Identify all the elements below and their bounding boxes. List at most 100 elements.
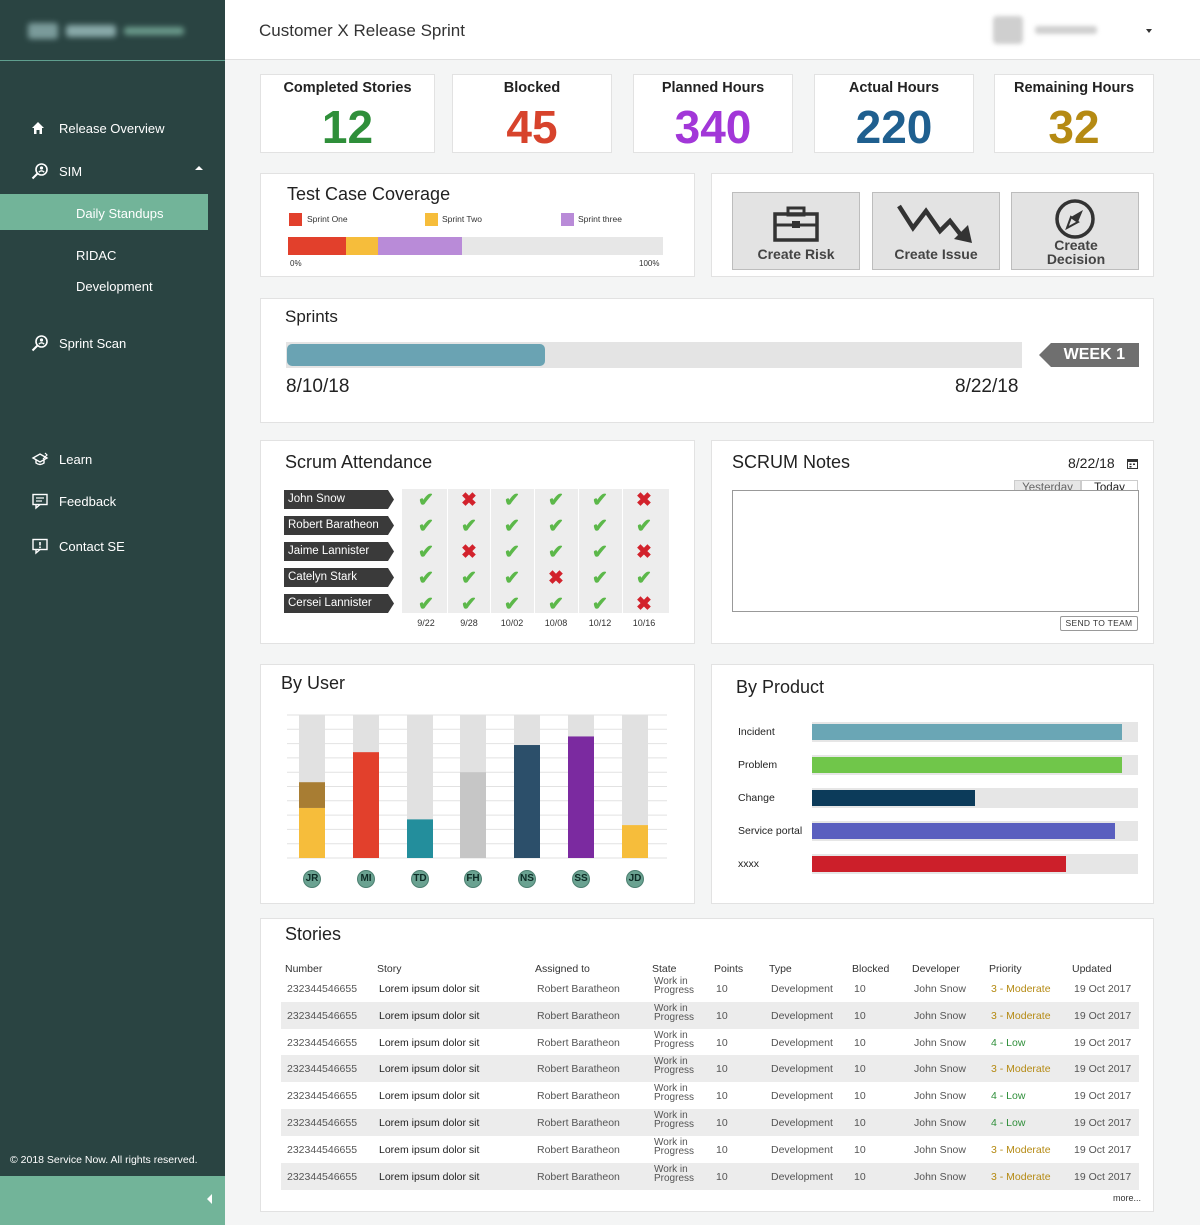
- column-header[interactable]: Number: [285, 963, 323, 975]
- sidebar-item-learn[interactable]: Learn: [0, 448, 225, 470]
- table-row[interactable]: 232344546655 Lorem ipsum dolor sit Robert …: [281, 1001, 1139, 1029]
- cell-line: Progress: [654, 985, 695, 996]
- table-cell: 232344546655: [287, 1036, 358, 1049]
- user-avatar[interactable]: JR: [303, 870, 321, 888]
- sprint-progress-fill: [287, 344, 545, 366]
- sidebar-item-label: SIM: [59, 163, 83, 179]
- sidebar-item-sim[interactable]: SIM: [0, 160, 225, 182]
- sidebar-subitem-daily-standups[interactable]: Daily Standups: [76, 206, 164, 221]
- product-bar-track: [812, 722, 1138, 742]
- column-header[interactable]: Updated: [1072, 963, 1112, 975]
- create-risk-button[interactable]: Create Risk: [732, 192, 860, 270]
- search-person-icon: [31, 335, 48, 352]
- table-cell: 19 Oct 2017: [1074, 1036, 1132, 1049]
- user-avatar[interactable]: [993, 16, 1023, 44]
- column-header[interactable]: Points: [714, 963, 744, 975]
- check-icon: ✔: [592, 515, 608, 537]
- product-label: Problem: [738, 759, 778, 771]
- table-row[interactable]: 232344546655 Lorem ipsum dolor sit Robert …: [281, 1029, 1139, 1056]
- user-avatar[interactable]: SS: [572, 870, 590, 888]
- sidebar-item-label: Contact SE: [59, 538, 125, 554]
- collapse-sidebar-icon[interactable]: [207, 1194, 212, 1204]
- copyright-text: © 2018 Service Now. All rights reserved.: [10, 1154, 198, 1166]
- by-user-chart: JR MI TD FH NS SS JD: [261, 665, 696, 905]
- button-label: Create Decision: [1046, 237, 1106, 267]
- table-row[interactable]: 232344546655 Lorem ipsum dolor sit Robert …: [281, 1055, 1139, 1083]
- table-cell: 232344546655: [287, 1143, 358, 1156]
- user-avatar[interactable]: JD: [626, 870, 644, 888]
- cross-icon: ✖: [636, 541, 652, 563]
- sidebar-item-feedback[interactable]: Feedback: [0, 490, 225, 512]
- column-header[interactable]: Blocked: [852, 963, 890, 975]
- chevron-up-icon[interactable]: [195, 166, 203, 170]
- table-cell: Robert Baratheon: [537, 983, 620, 995]
- attendance-date: 10/08: [544, 618, 568, 628]
- attendance-date: 10/16: [632, 618, 656, 628]
- chevron-down-icon[interactable]: [1146, 29, 1152, 33]
- trend-down-icon: [897, 204, 972, 243]
- notes-textarea[interactable]: [732, 490, 1139, 612]
- table-cell: Robert Baratheon: [537, 1170, 620, 1183]
- table-row[interactable]: 232344546655 Lorem ipsum dolor sit Robert …: [281, 1109, 1139, 1136]
- table-cell: Lorem ipsum dolor sit: [379, 1117, 480, 1129]
- table-row[interactable]: 232344546655 Lorem ipsum dolor sit Robert …: [281, 1162, 1139, 1190]
- column-header[interactable]: State: [652, 963, 677, 975]
- table-row[interactable]: 232344546655 Lorem ipsum dolor sit Robert …: [281, 1136, 1139, 1163]
- table-cell: John Snow: [914, 1117, 966, 1129]
- user-name[interactable]: [1035, 26, 1097, 34]
- kpi-card: Actual Hours 220: [814, 74, 974, 153]
- user-avatar[interactable]: FH: [464, 870, 482, 888]
- grid-divider: [490, 489, 491, 613]
- attendance-date: 9/22: [417, 618, 435, 628]
- table-cell: John Snow: [914, 1143, 966, 1156]
- grid-divider: [534, 489, 535, 613]
- table-cell: Lorem ipsum dolor sit: [379, 1009, 480, 1022]
- app-logo: [28, 20, 198, 42]
- sidebar-item-contact-se[interactable]: Contact SE: [0, 535, 225, 557]
- sidebar-subitem-ridac[interactable]: RIDAC: [76, 248, 117, 263]
- column-header[interactable]: Story: [377, 963, 402, 975]
- kpi-card: Planned Hours 340: [633, 74, 793, 153]
- sidebar-item-release-overview[interactable]: Release Overview: [0, 118, 225, 138]
- create-decision-button[interactable]: Create Decision: [1011, 192, 1139, 270]
- cell-line: Progress: [654, 1092, 695, 1104]
- cell-line: Work in: [654, 1056, 688, 1068]
- card-title: SCRUM Notes: [732, 452, 851, 472]
- calendar-icon[interactable]: [1127, 458, 1138, 469]
- table-cell: 10: [854, 1090, 866, 1103]
- cross-icon: ✖: [636, 489, 652, 511]
- table-row[interactable]: 232344546655 Lorem ipsum dolor sit Robert …: [281, 975, 1139, 1002]
- check-icon: ✔: [504, 515, 520, 537]
- table-cell: Robert Baratheon: [537, 1090, 620, 1103]
- briefcase-icon: [773, 206, 819, 242]
- table-row[interactable]: 232344546655 Lorem ipsum dolor sit Robert …: [281, 1082, 1139, 1109]
- cell-line: Progress: [654, 1011, 695, 1023]
- table-cell: 10: [854, 1143, 866, 1156]
- table-cell: John Snow: [914, 1170, 966, 1183]
- table-cell: Development: [771, 983, 833, 995]
- kpi-card: Completed Stories 12: [260, 74, 435, 153]
- sidebar-subitem-development[interactable]: Development: [76, 279, 153, 294]
- column-header[interactable]: Developer: [912, 963, 960, 975]
- axis-min-label: 0%: [290, 259, 302, 268]
- table-cell: Development: [771, 1090, 833, 1103]
- user-avatar[interactable]: TD: [411, 870, 429, 888]
- more-link[interactable]: more...: [1113, 1193, 1142, 1203]
- sidebar-item-sprint-scan[interactable]: Sprint Scan: [0, 332, 225, 354]
- table-cell: Work in Progress: [654, 977, 695, 996]
- kpi-label: Planned Hours: [661, 80, 765, 96]
- user-avatar[interactable]: MI: [357, 870, 375, 888]
- cell-line: Work in: [654, 1110, 688, 1121]
- column-header[interactable]: Assigned to: [535, 963, 590, 975]
- table-cell: Robert Baratheon: [537, 1143, 620, 1156]
- check-icon: ✔: [592, 541, 608, 563]
- attendance-date: 10/02: [500, 618, 524, 628]
- create-issue-button[interactable]: Create Issue: [872, 192, 1000, 270]
- column-header[interactable]: Priority: [989, 963, 1022, 975]
- bar-segment: [353, 752, 379, 858]
- user-avatar[interactable]: NS: [518, 870, 536, 888]
- send-to-team-button[interactable]: SEND TO TEAM: [1060, 616, 1138, 631]
- column-header[interactable]: Type: [769, 963, 792, 975]
- check-icon: ✔: [504, 567, 520, 589]
- table-cell: 3 - Moderate: [991, 1063, 1051, 1076]
